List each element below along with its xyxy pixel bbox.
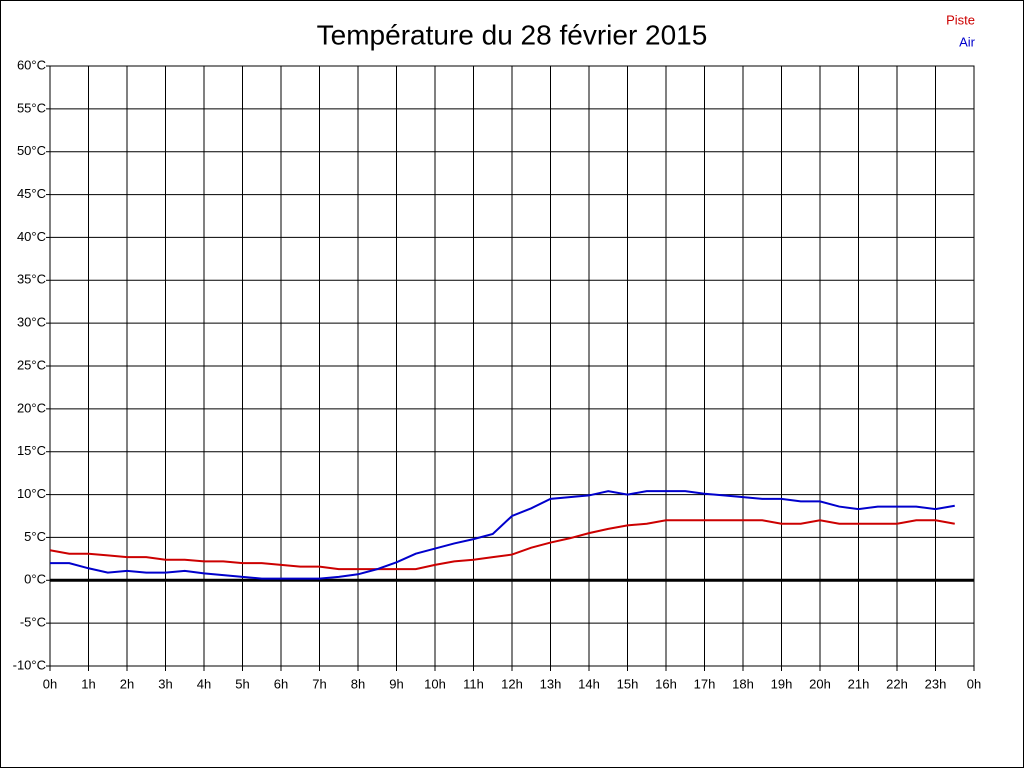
x-tick-label: 18h — [732, 676, 754, 691]
y-tick-label: 30°C — [17, 315, 46, 330]
x-tick-label: 1h — [81, 676, 95, 691]
y-tick-label: 20°C — [17, 400, 46, 415]
x-tick-label: 21h — [848, 676, 870, 691]
x-tick-label: 11h — [463, 676, 484, 691]
series-line — [50, 490, 955, 580]
x-tick-label: 5h — [235, 676, 249, 691]
y-tick-label: 25°C — [17, 357, 46, 372]
x-tick-label: 8h — [351, 676, 365, 691]
x-tick-label: 15h — [617, 676, 639, 691]
x-tick-label: 23h — [925, 676, 947, 691]
series-line — [49, 519, 955, 571]
x-tick-label: 4h — [197, 676, 211, 691]
x-tick-label: 6h — [274, 676, 288, 691]
x-tick-label: 22h — [886, 676, 908, 691]
x-tick-label: 0h — [967, 676, 981, 691]
x-tick-label: 2h — [120, 676, 134, 691]
x-tick-label: 20h — [809, 676, 831, 691]
y-tick-label: 60°C — [17, 57, 46, 72]
y-tick-label: 35°C — [17, 272, 46, 287]
x-tick-label: 17h — [694, 676, 716, 691]
x-tick-label: 3h — [158, 676, 172, 691]
x-tick-label: 7h — [312, 676, 326, 691]
y-tick-label: 55°C — [17, 100, 46, 115]
y-tick-label: -5°C — [20, 615, 46, 630]
y-tick-label: 50°C — [17, 143, 46, 158]
x-tick-label: 19h — [771, 676, 793, 691]
x-tick-label: 9h — [389, 676, 403, 691]
y-tick-label: -10°C — [13, 657, 46, 672]
legend-entry: Air — [959, 34, 976, 49]
y-tick-label: 10°C — [17, 486, 46, 501]
legend-entry: Piste — [946, 12, 975, 27]
y-tick-label: 15°C — [17, 443, 46, 458]
chart-title: Température du 28 février 2015 — [317, 19, 708, 50]
x-tick-label: 13h — [540, 676, 562, 691]
x-tick-label: 16h — [655, 676, 677, 691]
y-tick-label: 0°C — [24, 572, 46, 587]
x-tick-label: 0h — [43, 676, 57, 691]
x-tick-label: 14h — [578, 676, 600, 691]
y-tick-label: 45°C — [17, 186, 46, 201]
y-tick-label: 40°C — [17, 229, 46, 244]
x-tick-label: 10h — [424, 676, 446, 691]
x-tick-label: 12h — [501, 676, 523, 691]
y-tick-label: 5°C — [24, 529, 46, 544]
